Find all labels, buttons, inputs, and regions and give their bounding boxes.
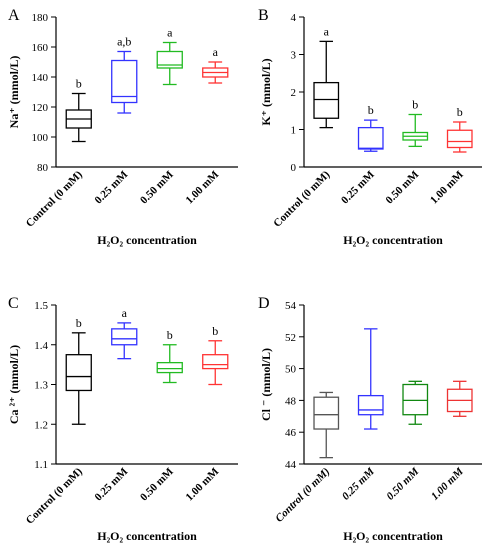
box-iqr	[111, 59, 138, 104]
box-iqr	[156, 50, 183, 69]
y-tick-label: 1.2	[34, 419, 48, 431]
significance-letter: a	[324, 24, 330, 38]
box-3	[202, 340, 229, 386]
significance-letter: b	[167, 328, 173, 342]
significance-letter: a,b	[117, 35, 131, 49]
significance-letter: b	[76, 316, 82, 330]
y-tick-label: 180	[32, 12, 49, 24]
box-iqr	[357, 394, 384, 416]
panel-A: A 80 100 120 140 160 180 Na⁺ (mmol/L) b Control (…	[7, 7, 238, 247]
box-0	[313, 40, 340, 129]
box-iqr	[446, 129, 473, 149]
y-tick-label: 120	[32, 102, 49, 114]
significance-letter: a	[122, 306, 128, 320]
box-iqr	[111, 328, 138, 346]
box-iqr	[313, 81, 340, 119]
y-tick-label: 2	[291, 87, 297, 99]
x-tick-label: Control (0 mM)	[273, 466, 332, 525]
x-tick-label: Control (0 mM)	[24, 168, 85, 229]
box-0	[313, 391, 340, 459]
x-tick-label: 1.00 mM	[184, 465, 222, 503]
panel-C: C 1.1 1.2 1.3 1.4 1.5 Ca ²⁺ (mmol/L) b Control (…	[7, 295, 238, 543]
box-1	[357, 328, 384, 430]
x-axis-title: H₂O₂ concentration	[97, 529, 197, 543]
y-tick-label: 44	[285, 459, 297, 471]
box-2	[402, 380, 429, 425]
panel-label: C	[8, 295, 19, 312]
x-tick-label: 0.25 mM	[339, 168, 377, 206]
x-axis-title: H₂O₂ concentration	[343, 529, 443, 543]
box-iqr	[357, 126, 384, 150]
box-2	[156, 344, 183, 384]
box-1	[357, 119, 384, 152]
y-tick-label: 140	[32, 72, 49, 84]
y-axis-title: Na⁺ (mmol/L)	[7, 56, 21, 129]
y-tick-label: 0	[291, 162, 297, 174]
x-tick-label: 0.50 mM	[384, 465, 422, 503]
box-iqr	[313, 396, 340, 430]
box-3	[202, 61, 229, 84]
box-3	[446, 380, 473, 417]
y-tick-label: 100	[32, 132, 49, 144]
panel-label: A	[8, 7, 20, 24]
y-tick-label: 50	[285, 364, 297, 376]
y-tick-label: 1.5	[34, 300, 48, 312]
y-tick-label: 54	[285, 300, 297, 312]
x-axis-title: H₂O₂ concentration	[97, 233, 197, 247]
box-iqr	[156, 361, 183, 374]
y-tick-label: 1.4	[34, 340, 48, 352]
significance-letter: a	[167, 26, 173, 40]
box-2	[402, 113, 429, 148]
y-axis-title: K⁺ (mmol/L)	[259, 58, 273, 125]
significance-letter: b	[76, 77, 82, 91]
box-2	[156, 41, 183, 86]
box-3	[446, 121, 473, 153]
y-tick-label: 46	[285, 427, 297, 439]
box-iqr	[202, 354, 229, 370]
y-tick-label: 3	[291, 50, 297, 62]
box-0	[65, 92, 92, 143]
x-tick-label: 0.25 mM	[93, 168, 131, 206]
x-tick-label: 0.25 mM	[93, 465, 131, 503]
y-axis-title: Cl ⁻ (mmol/L)	[259, 348, 273, 421]
box-iqr	[402, 383, 429, 416]
box-1	[111, 50, 138, 114]
y-tick-label: 1.1	[34, 459, 48, 471]
x-tick-label: 0.50 mM	[384, 168, 422, 206]
panel-D: D 44 46 48 50 52 54 Cl ⁻ (mmol/L) Control (0 mM)…	[258, 295, 482, 543]
y-tick-label: 1.3	[34, 380, 48, 392]
significance-letter: b	[368, 103, 374, 117]
x-tick-label: 0.50 mM	[138, 465, 176, 503]
significance-letter: b	[412, 98, 418, 112]
x-tick-label: 1.00 mM	[184, 168, 222, 206]
x-tick-label: 1.00 mM	[428, 168, 466, 206]
box-iqr	[65, 354, 92, 392]
y-axis-title: Ca ²⁺ (mmol/L)	[7, 345, 21, 424]
panel-label: D	[258, 295, 270, 312]
x-tick-label: Control (0 mM)	[271, 168, 332, 229]
y-tick-label: 48	[285, 395, 297, 407]
x-axis-title: H₂O₂ concentration	[343, 233, 443, 247]
panel-B: B 0 1 2 3 4 K⁺ (mmol/L) a Control (0 mM) b 0.25 mM…	[258, 7, 482, 247]
panel-label: B	[258, 7, 269, 24]
significance-letter: b	[457, 105, 463, 119]
x-tick-label: 0.50 mM	[138, 168, 176, 206]
y-tick-label: 1	[291, 125, 297, 137]
y-tick-label: 4	[291, 12, 297, 24]
x-tick-label: 1.00 mM	[429, 465, 467, 503]
y-tick-label: 52	[285, 332, 296, 344]
significance-letter: b	[212, 324, 218, 338]
y-tick-label: 160	[32, 42, 49, 54]
box-0	[65, 332, 92, 425]
y-tick-label: 80	[37, 162, 49, 174]
x-tick-label: Control (0 mM)	[24, 465, 85, 526]
significance-letter: a	[213, 45, 219, 59]
box-1	[111, 322, 138, 360]
x-tick-label: 0.25 mM	[340, 465, 378, 503]
